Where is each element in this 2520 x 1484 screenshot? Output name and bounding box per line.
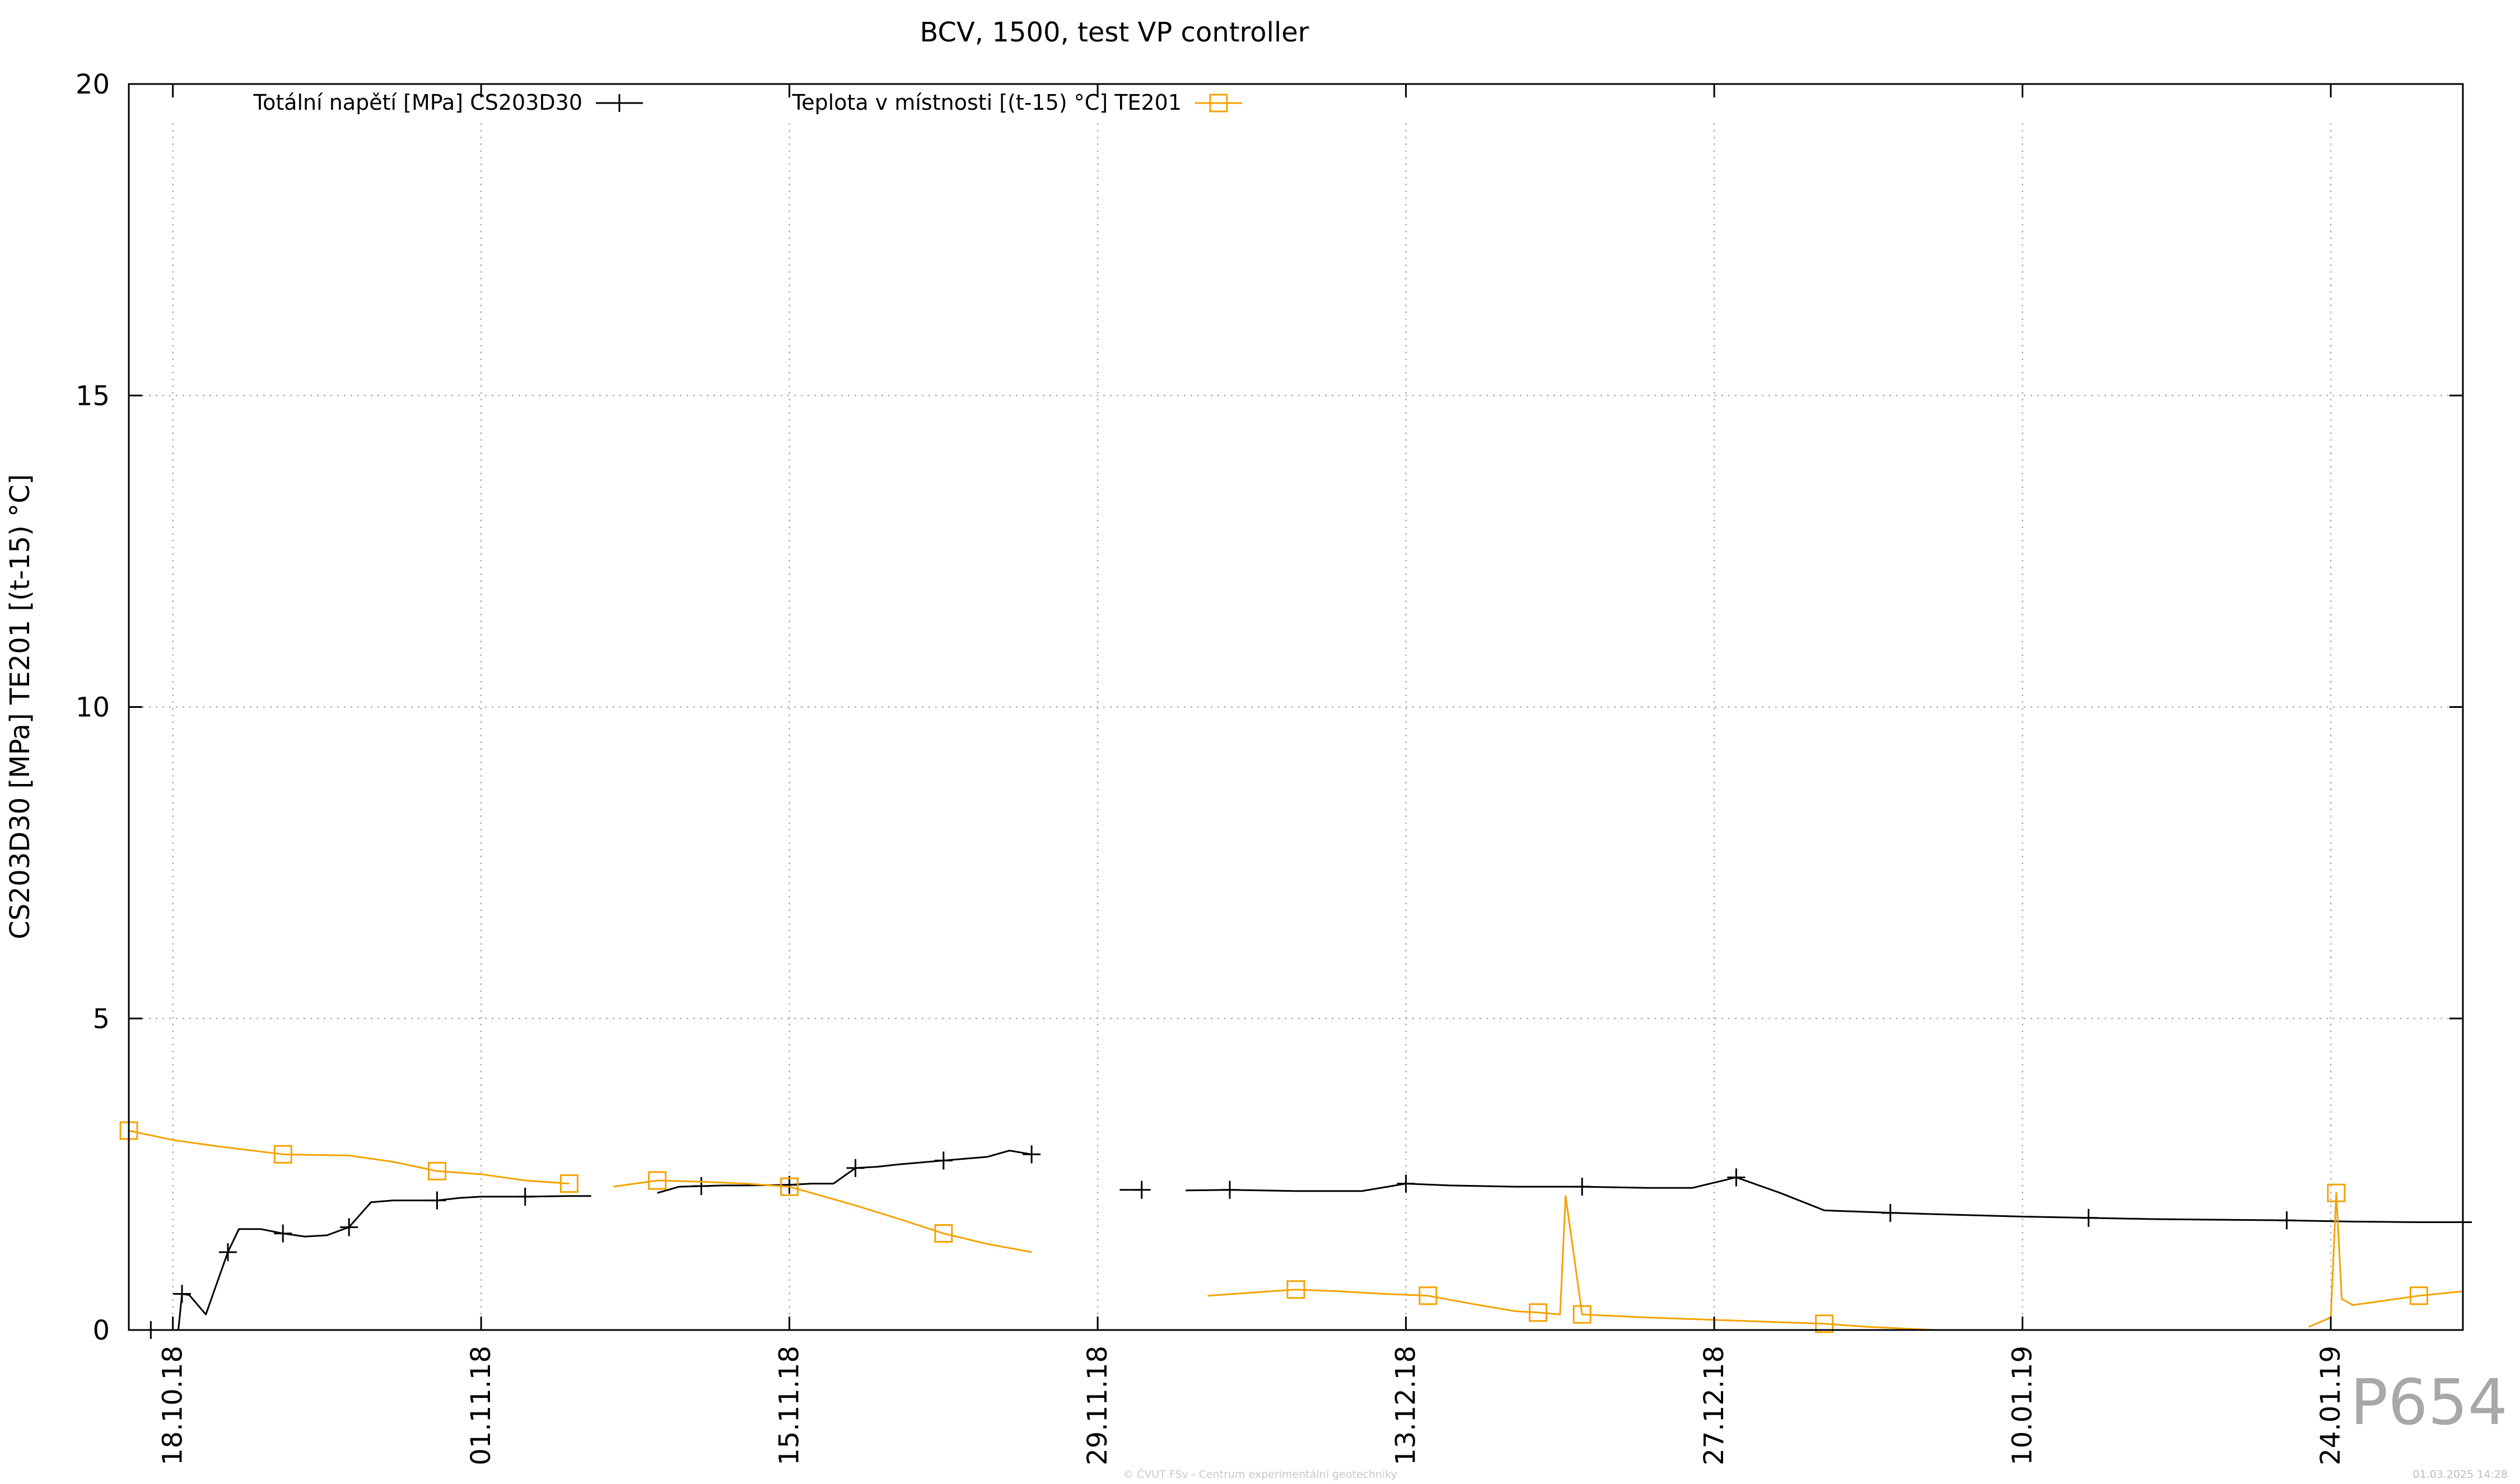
- series-2-line: [613, 1179, 1032, 1253]
- y-tick-label: 5: [92, 1004, 110, 1035]
- series-2-point: [1418, 1286, 1438, 1305]
- y-tick-label: 10: [76, 692, 110, 724]
- series-2-line: [2308, 1192, 2463, 1328]
- series-1-line: [657, 1150, 1032, 1194]
- series-2-point: [2327, 1183, 2346, 1202]
- series-2-point: [934, 1224, 953, 1243]
- y-tick-label: 15: [76, 380, 110, 412]
- x-axis: 18.10.18 01.11.18 15.11.18 29.11.18 13.12.18…: [157, 84, 2346, 1466]
- x-tick-label: 27.12.18: [1698, 1346, 1730, 1466]
- series-2-point: [780, 1177, 799, 1196]
- x-tick-label: 01.11.18: [465, 1346, 497, 1466]
- x-tick-label: 13.12.18: [1390, 1346, 1422, 1466]
- series-1-line: [151, 1195, 591, 1331]
- series-1-line: [1186, 1176, 2463, 1223]
- footer-credit: © ČVUT FSv - Centrum experimentální geot…: [1123, 1468, 1397, 1481]
- legend-label-2: Teplota v místnosti [(t-15) °C] TE201: [791, 90, 1182, 115]
- y-tick-label: 0: [92, 1315, 110, 1346]
- series-2: [119, 1121, 2463, 1333]
- legend-label-1: Totální napětí [MPa] CS203D30: [253, 90, 582, 115]
- page-code: P654: [2350, 1366, 2508, 1439]
- series-2-point: [273, 1145, 292, 1164]
- x-tick-label: 24.01.19: [2315, 1346, 2346, 1466]
- series-layer: [119, 1121, 2472, 1339]
- series-2-point: [2409, 1286, 2428, 1305]
- series-2-line: [128, 1130, 570, 1185]
- series-2-point: [427, 1161, 446, 1180]
- y-axis: 0 5 10 15 20: [76, 69, 2463, 1346]
- x-tick-label: 29.11.18: [1082, 1346, 1113, 1466]
- series-2-line: [1207, 1195, 1935, 1331]
- y-tick-label: 20: [76, 69, 110, 100]
- series-2-point: [559, 1174, 578, 1193]
- chart-title: BCV, 1500, test VP controller: [920, 17, 1309, 48]
- series-1: [142, 1145, 2472, 1339]
- legend-marker-2: [1209, 94, 1228, 113]
- series-2-point: [1815, 1314, 1834, 1333]
- x-tick-label: 18.10.18: [157, 1346, 189, 1466]
- series-2-point: [1572, 1305, 1592, 1324]
- grid: [129, 123, 2463, 1330]
- series-2-point: [1529, 1303, 1548, 1322]
- series-2-point: [1286, 1280, 1305, 1299]
- y-axis-label: CS203D30 [MPa] TE201 [(t-15) °C]: [4, 474, 36, 940]
- series-2-point: [648, 1171, 667, 1190]
- legend: Totální napětí [MPa] CS203D30 Teplota v m…: [253, 90, 1242, 115]
- footer-timestamp: 01.03.2025 14:28: [2412, 1468, 2508, 1481]
- x-tick-label: 10.01.19: [2007, 1346, 2038, 1466]
- x-tick-label: 15.11.18: [774, 1346, 805, 1466]
